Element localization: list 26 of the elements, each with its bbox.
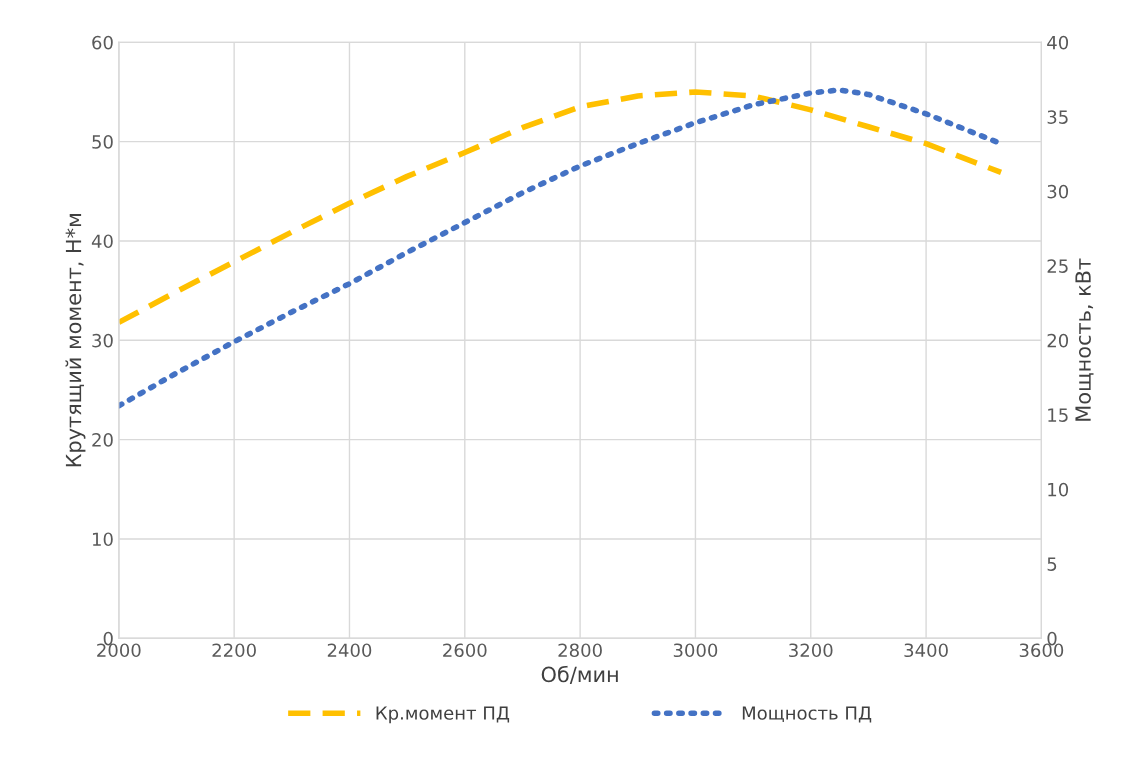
- y-tick-label: 20: [92, 433, 113, 447]
- legend-label: Кр.момент ПД: [376, 706, 510, 724]
- x-tick-label: 3200: [789, 643, 833, 658]
- x-tick-label: 2600: [443, 643, 487, 658]
- y2-axis-title: Мощность, кВт: [1075, 258, 1094, 421]
- x-tick-label: 2800: [558, 643, 602, 658]
- x-tick-label: 3400: [904, 643, 948, 658]
- x-tick-label: 3000: [673, 643, 718, 658]
- x-axis-title: Об/мин: [541, 665, 618, 684]
- y2-tick-label: 30: [1047, 184, 1069, 199]
- y2-tick-label: 20: [1047, 333, 1069, 348]
- y-tick-label: 50: [92, 135, 113, 149]
- y-axis-title: Крутящий момент, Н*м: [65, 214, 86, 467]
- y2-tick-label: 10: [1048, 482, 1069, 497]
- y2-tick-label: 25: [1047, 259, 1068, 273]
- x-tick-label: 2400: [327, 643, 372, 658]
- y-tick-label: 10: [92, 532, 113, 547]
- y2-tick-label: 40: [1047, 35, 1069, 50]
- y2-tick-label: 35: [1047, 110, 1068, 124]
- y-tick-label: 30: [92, 333, 113, 348]
- y2-tick-label: 5: [1047, 557, 1057, 571]
- y2-tick-label: 15: [1048, 408, 1068, 422]
- y-tick-label: 60: [92, 35, 113, 50]
- y-tick-label: 40: [91, 234, 113, 249]
- legend-label: Мощность ПД: [742, 706, 872, 723]
- x-tick-label: 2200: [212, 643, 256, 658]
